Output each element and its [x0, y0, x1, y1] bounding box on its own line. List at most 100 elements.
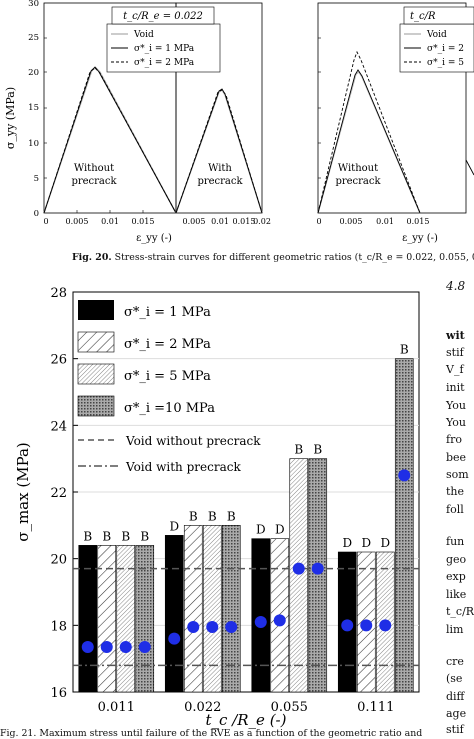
top-y-tick: 25: [28, 33, 39, 43]
top-y-tick: 30: [28, 0, 39, 9]
fig20-caption: Fig. 20. Stress-strain curves for differ…: [72, 252, 474, 263]
right-column-line: like: [446, 588, 467, 601]
data-point: [206, 621, 219, 633]
top-y-tick: 10: [28, 139, 39, 149]
top-x-axis-label-right: ε_yy (-): [402, 233, 438, 244]
bar-letter: D: [275, 523, 285, 537]
bar-letter: D: [169, 519, 179, 533]
right-column-line: init: [446, 381, 465, 394]
bar-letter: B: [83, 529, 92, 543]
panel-with-precrack-left: With precrack: [175, 2, 263, 214]
fig20-prefix: Fig. 20.: [72, 252, 112, 263]
panel-label-with: With: [208, 163, 232, 174]
right-column-line: You: [446, 416, 467, 429]
reference-lines: [73, 567, 419, 667]
panel-label-precrack: precrack: [71, 176, 117, 187]
bar-letter: B: [121, 529, 130, 543]
bar-letter: D: [380, 536, 390, 550]
right-column-line: wit: [446, 329, 465, 342]
data-point: [398, 469, 411, 482]
bar-letters: B B B BDB B BD DB BD D DB: [83, 343, 409, 550]
svg-text:Void: Void: [133, 30, 154, 40]
bar: [289, 458, 309, 693]
y-tick-labels: 16 18 20 22 24 26 28: [50, 286, 67, 701]
legend-swatch-1: [78, 300, 114, 320]
y-tick-label: 24: [50, 419, 67, 434]
bar-letter: D: [342, 536, 352, 550]
stress-strain-figure: σ_yy (MPa) 0 5 10 15 20 25 30 Without pr…: [4, 0, 474, 244]
bar-letter: D: [361, 536, 371, 550]
bar: [221, 525, 241, 693]
right-column-line: stif: [446, 723, 464, 736]
data-point: [311, 562, 324, 575]
svg-text:σ*_i = 2: σ*_i = 2: [427, 44, 464, 54]
legend-swatch-2: [77, 331, 115, 353]
right-column-line: t_c/R: [446, 605, 474, 618]
bar-letter: B: [102, 529, 111, 543]
right-column-line: V_f: [446, 363, 464, 376]
data-point: [341, 619, 354, 632]
svg-text:0.015: 0.015: [407, 217, 430, 226]
bar-letter: B: [400, 343, 409, 357]
data-point: [360, 619, 373, 632]
svg-text:σ*_i = 2 MPa: σ*_i = 2 MPa: [134, 58, 195, 68]
svg-text:0.01: 0.01: [101, 217, 119, 226]
x-tick-label: 0.055: [271, 700, 308, 715]
x-tick-label: 0.022: [184, 700, 221, 715]
right-column-line: age: [446, 707, 467, 720]
fig21-caption: Fig. 21. Maximum stress until failure of…: [0, 728, 423, 739]
y-tick-label: 28: [50, 286, 67, 301]
top-x-axis-label-left: ε_yy (-): [136, 233, 172, 244]
data-point: [225, 621, 238, 633]
chart-y-axis-label: σ_max (MPa): [14, 442, 32, 542]
y-tick-label: 22: [50, 486, 67, 501]
right-column-line: fro: [446, 433, 462, 446]
legend-label-5: Void without precrack: [125, 434, 261, 448]
y-tick-label: 18: [50, 619, 67, 634]
legend-right: Void σ*_i = 2 σ*_i = 5: [399, 23, 474, 73]
bar: [164, 535, 184, 693]
data-point: [187, 621, 200, 633]
bar: [116, 545, 136, 693]
bar: [251, 538, 271, 693]
svg-text:t_c/R: t_c/R: [410, 11, 436, 22]
svg-text:0.005: 0.005: [66, 217, 89, 226]
y-tick-label: 20: [50, 553, 67, 568]
legend-label-1: σ*_i = 1 MPa: [124, 305, 211, 320]
legend-swatch-3: [77, 363, 115, 385]
svg-text:0.01: 0.01: [211, 217, 229, 226]
right-column-line: 4.8: [446, 279, 466, 293]
svg-text:0.005: 0.005: [183, 217, 206, 226]
bar-letter: B: [227, 509, 236, 523]
right-column-line: cre: [446, 655, 464, 668]
x-tick-label: 0.111: [357, 700, 394, 715]
bar-letter: B: [189, 509, 198, 523]
data-point: [100, 641, 113, 653]
right-column-line: diff: [446, 690, 465, 703]
right-column-line: the: [446, 485, 465, 498]
data-point: [168, 632, 181, 645]
right-column-line: lim: [446, 623, 464, 636]
data-point: [379, 619, 392, 632]
right-column-line: exp: [446, 570, 466, 583]
bar: [97, 545, 117, 693]
top-y-tick: 0: [34, 209, 39, 219]
right-column-line: fun: [446, 535, 465, 548]
bar: [183, 525, 203, 693]
legend-left: Void σ*_i = 1 MPa σ*_i = 2 MPa: [106, 23, 221, 73]
svg-text:Without: Without: [338, 163, 378, 174]
top-x-ticks-left: 0 0.005 0.01 0.015 0.005 0.01 0.015 0.02: [43, 217, 270, 226]
bar: [78, 545, 98, 693]
chart-legend: σ*_i = 1 MPa σ*_i = 2 MPa σ*_i = 5 MPa σ…: [77, 300, 261, 474]
panel-without-precrack-left: Without precrack: [43, 2, 177, 214]
svg-text:σ*_i = 1 MPa: σ*_i = 1 MPa: [134, 44, 195, 54]
top-y-ticks: 0 5 10 15 20 25 30: [28, 0, 39, 219]
panel-label-without: Without: [74, 163, 114, 174]
data-point: [119, 641, 132, 653]
right-column-line: stif: [446, 346, 464, 359]
y-tick-label: 26: [50, 353, 67, 368]
right-column-line: You: [446, 399, 467, 412]
svg-text:t_c/R_e = 0.022: t_c/R_e = 0.022: [123, 11, 203, 22]
top-y-tick: 15: [28, 103, 39, 113]
